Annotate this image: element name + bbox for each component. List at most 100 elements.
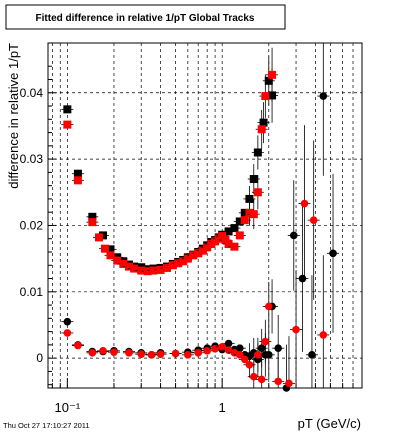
data-point xyxy=(113,256,122,265)
axis-ticks xyxy=(48,65,363,388)
data-point xyxy=(137,266,146,275)
data-point xyxy=(143,267,152,276)
title-box xyxy=(5,4,286,30)
series-3 xyxy=(61,125,330,388)
data-point xyxy=(106,251,115,260)
data-point xyxy=(63,317,72,326)
y-tick-label: 0.03 xyxy=(20,152,44,166)
data-point xyxy=(194,249,203,258)
data-point xyxy=(124,262,133,271)
data-point xyxy=(130,264,139,273)
data-marks xyxy=(61,43,340,392)
data-point xyxy=(308,351,316,359)
data-point xyxy=(264,351,273,359)
data-point xyxy=(319,92,328,100)
data-point xyxy=(73,176,82,185)
data-point xyxy=(285,379,293,388)
data-point xyxy=(100,244,109,253)
data-point xyxy=(179,257,188,266)
data-point xyxy=(329,249,337,258)
data-point xyxy=(235,217,244,226)
data-point xyxy=(245,360,254,369)
data-point xyxy=(99,231,108,240)
data-point xyxy=(249,175,258,184)
data-point xyxy=(125,349,133,357)
data-point xyxy=(88,218,97,227)
data-point xyxy=(224,240,233,249)
data-point xyxy=(119,259,128,268)
x-tick-label: 1 xyxy=(219,400,226,415)
data-point xyxy=(264,302,273,311)
data-point xyxy=(300,199,309,208)
data-point xyxy=(230,224,239,233)
data-point xyxy=(168,261,177,270)
data-point xyxy=(240,216,249,225)
data-point xyxy=(147,351,156,359)
data-point xyxy=(309,216,318,224)
series-0 xyxy=(61,56,279,274)
data-point xyxy=(156,350,165,358)
data-point xyxy=(274,377,282,386)
data-point xyxy=(268,70,277,79)
data-point xyxy=(189,251,198,260)
data-point xyxy=(106,245,115,254)
data-point xyxy=(203,347,211,355)
data-point xyxy=(99,347,107,355)
data-point xyxy=(236,351,244,359)
y-tick-label: 0.04 xyxy=(20,86,44,100)
grid xyxy=(48,43,363,388)
data-point xyxy=(94,233,103,242)
timestamp-footer: Thu Oct 27 17:10:27 2011 xyxy=(3,421,90,430)
data-point xyxy=(198,246,207,255)
data-point xyxy=(171,349,180,358)
x-axis-label: pT (GeV/c) xyxy=(298,416,361,431)
data-point xyxy=(162,263,171,272)
chart-title: Fitted difference in relative 1/pT Globa… xyxy=(36,13,255,24)
data-point xyxy=(259,118,268,127)
x-tick-label: 10⁻¹ xyxy=(55,400,81,415)
data-point xyxy=(319,331,328,339)
y-tick-label: 0.02 xyxy=(20,218,44,232)
data-point xyxy=(63,120,72,129)
data-point xyxy=(203,243,212,252)
data-point xyxy=(254,351,262,359)
data-point xyxy=(230,242,239,251)
data-point xyxy=(236,344,244,352)
data-point xyxy=(74,341,82,350)
data-point xyxy=(292,325,300,334)
data-point xyxy=(298,274,307,283)
data-point xyxy=(149,266,158,275)
data-point xyxy=(240,355,249,364)
plot-frame xyxy=(47,42,363,389)
data-point xyxy=(245,208,254,217)
data-point xyxy=(183,254,192,263)
data-point xyxy=(218,343,226,351)
data-point xyxy=(110,348,118,356)
data-point xyxy=(224,346,233,354)
data-point xyxy=(156,265,165,274)
data-point xyxy=(253,188,262,197)
series-2 xyxy=(61,43,340,392)
data-point xyxy=(137,350,146,358)
data-point xyxy=(88,349,97,357)
y-tick-label: 0 xyxy=(36,351,43,365)
data-point xyxy=(73,169,82,178)
data-point xyxy=(63,329,72,337)
data-point xyxy=(211,345,219,353)
data-point xyxy=(174,259,183,268)
tick-labels: 0 0.01 0.02 0.03 0.04 10⁻¹ 1 xyxy=(20,86,226,415)
data-point xyxy=(289,231,298,240)
data-point xyxy=(253,148,262,157)
data-point xyxy=(261,337,270,346)
data-point xyxy=(257,125,266,134)
y-axis-label: difference in relative 1/pT xyxy=(6,43,21,189)
data-point xyxy=(249,210,258,219)
data-point xyxy=(249,372,258,381)
y-tick-label: 0.01 xyxy=(20,285,44,299)
data-point xyxy=(261,92,270,101)
data-point xyxy=(224,339,233,348)
data-point xyxy=(245,194,254,203)
data-point xyxy=(235,231,244,240)
data-point xyxy=(184,351,192,359)
data-point xyxy=(257,344,266,352)
